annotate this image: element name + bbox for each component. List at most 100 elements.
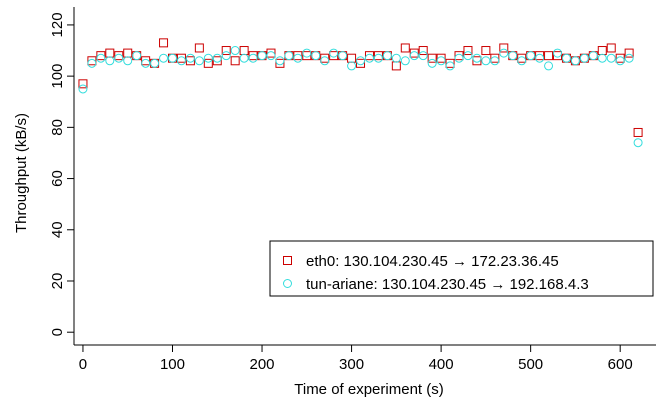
point-square: [615, 53, 625, 63]
point-square: [266, 48, 276, 58]
point-circle: [194, 56, 204, 66]
point-circle: [338, 51, 348, 61]
point-square: [373, 51, 383, 61]
point-square: [141, 56, 151, 66]
legend: eth0: 130.104.230.45 → 172.23.36.45 tun-…: [269, 240, 654, 297]
point-circle: [472, 53, 482, 63]
point-circle: [230, 46, 240, 56]
point-circle: [606, 53, 616, 63]
point-circle: [302, 48, 312, 58]
point-circle: [544, 61, 554, 71]
data-marks: [78, 38, 643, 148]
point-square: [364, 51, 374, 61]
point-circle: [141, 58, 151, 68]
point-square: [356, 58, 366, 68]
point-circle: [329, 48, 339, 58]
point-square: [239, 46, 249, 56]
point-circle: [347, 61, 357, 71]
point-square: [194, 43, 204, 53]
point-square: [418, 46, 428, 56]
point-square: [96, 51, 106, 61]
point-circle: [499, 48, 509, 58]
point-square: [212, 56, 222, 66]
x-tick-label: 100: [160, 356, 185, 373]
point-square: [436, 53, 446, 63]
point-circle: [579, 53, 589, 63]
point-circle: [490, 56, 500, 66]
y-tick-label: 40: [49, 221, 66, 238]
point-circle: [203, 53, 213, 63]
point-circle: [454, 53, 464, 63]
point-square: [293, 51, 303, 61]
series-1: [78, 46, 643, 148]
point-square: [445, 58, 455, 68]
y-tick-label: 120: [49, 12, 66, 37]
point-circle: [588, 51, 598, 61]
axes: 0 100 200 300 400 500 600 0 20 40 60 80 100 120: [49, 7, 656, 373]
x-axis-label: Time of experiment (s): [294, 381, 443, 398]
legend-marker-eth0-square: [283, 256, 292, 265]
point-circle: [624, 53, 634, 63]
point-circle: [266, 51, 276, 61]
point-circle: [284, 51, 294, 61]
point-circle: [445, 61, 455, 71]
y-tick-label: 80: [49, 119, 66, 136]
y-tick-label: 20: [49, 273, 66, 290]
point-circle: [248, 53, 258, 63]
point-circle: [427, 58, 437, 68]
point-circle: [364, 53, 374, 63]
point-circle: [87, 58, 97, 68]
point-square: [248, 51, 258, 61]
point-circle: [409, 51, 419, 61]
point-square: [114, 51, 124, 61]
point-circle: [114, 53, 124, 63]
series-0: [78, 38, 643, 137]
point-square: [221, 46, 231, 56]
point-circle: [123, 56, 133, 66]
point-square: [454, 51, 464, 61]
point-circle: [400, 56, 410, 66]
point-square: [400, 43, 410, 53]
point-circle: [150, 58, 160, 68]
point-square: [329, 51, 339, 61]
point-circle: [463, 51, 473, 61]
point-circle: [436, 56, 446, 66]
point-square: [427, 53, 437, 63]
y-tick-label: 0: [49, 328, 66, 336]
point-circle: [78, 84, 88, 94]
point-square: [105, 48, 115, 58]
point-circle: [373, 53, 383, 63]
point-circle: [391, 53, 401, 63]
point-square: [463, 46, 473, 56]
x-tick-label: 200: [250, 356, 275, 373]
point-square: [481, 46, 491, 56]
y-tick-label: 100: [49, 64, 66, 89]
point-circle: [526, 51, 536, 61]
point-square: [203, 58, 213, 68]
point-circle: [570, 56, 580, 66]
point-circle: [553, 48, 563, 58]
point-circle: [212, 53, 222, 63]
point-circle: [418, 51, 428, 61]
point-square: [185, 56, 195, 66]
point-square: [391, 61, 401, 71]
point-circle: [382, 51, 392, 61]
point-circle: [535, 53, 545, 63]
point-circle: [167, 53, 177, 63]
legend-box: [269, 240, 654, 297]
point-square: [633, 127, 643, 137]
x-tick-label: 500: [518, 356, 543, 373]
point-circle: [597, 53, 607, 63]
point-circle: [221, 51, 231, 61]
point-square: [553, 51, 563, 61]
point-square: [159, 38, 169, 48]
legend-label-tun-ariane: tun-ariane: 130.104.230.45 → 192.168.4.3: [306, 276, 589, 293]
y-axis-label: Throughput (kB/s): [13, 113, 30, 233]
point-circle: [615, 56, 625, 66]
point-circle: [320, 56, 330, 66]
point-square: [597, 46, 607, 56]
point-circle: [132, 51, 142, 61]
point-square: [490, 53, 500, 63]
point-circle: [561, 53, 571, 63]
